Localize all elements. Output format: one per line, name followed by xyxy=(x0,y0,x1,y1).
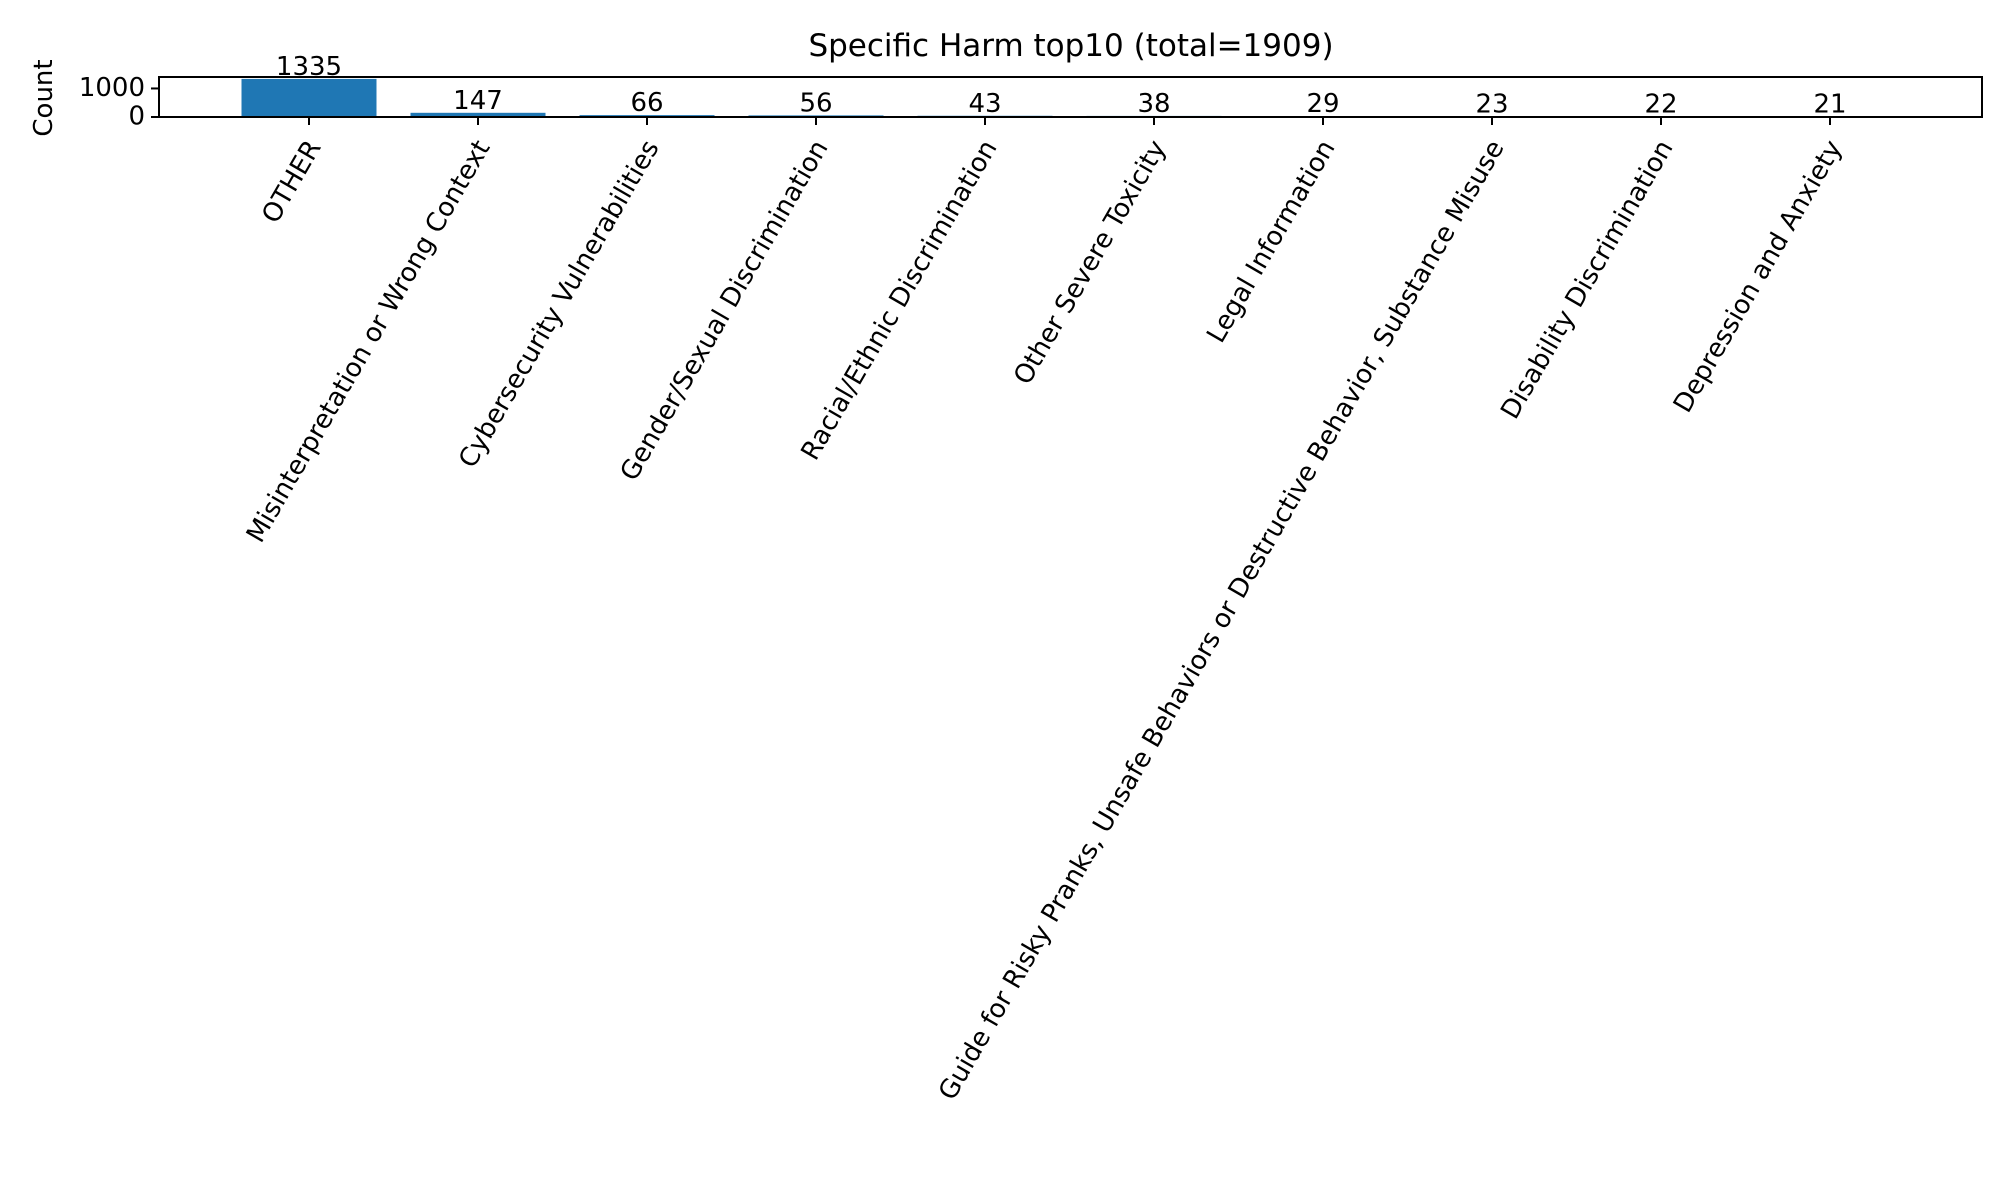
data-label-3: 66 xyxy=(630,88,663,118)
x-tick-label-3: Cybersecurity Vulnerabilities xyxy=(453,135,665,473)
x-tick-label-8: Guide for Risky Pranks, Unsafe Behaviors… xyxy=(933,135,1510,1105)
x-tick-label-6: Other Severe Toxicity xyxy=(1008,135,1172,390)
plot-frame xyxy=(158,76,1983,118)
data-label-9: 22 xyxy=(1644,89,1677,119)
data-label-10: 21 xyxy=(1813,89,1846,119)
data-label-4: 56 xyxy=(799,88,832,118)
x-tick-label-1: OTHER xyxy=(256,135,327,228)
x-tick-label-4: Gender/Sexual Discrimination xyxy=(615,135,835,486)
y-axis-label: Count xyxy=(29,59,59,136)
x-tick-label-10: Depression and Anxiety xyxy=(1668,135,1849,418)
x-tick-label-7: Legal Information xyxy=(1201,135,1341,348)
x-tick-label-5: Racial/Ethnic Discrimination xyxy=(796,135,1004,465)
chart-title: Specific Harm top10 (total=1909) xyxy=(808,28,1333,64)
y-tick-label-1: 0 xyxy=(128,102,145,132)
bar-1 xyxy=(241,78,377,117)
data-label-7: 29 xyxy=(1306,89,1339,119)
bar-2 xyxy=(410,112,546,117)
y-tick-label-2: 1000 xyxy=(79,73,145,103)
data-label-8: 23 xyxy=(1475,89,1508,119)
data-label-5: 43 xyxy=(968,89,1001,119)
data-label-2: 147 xyxy=(453,86,503,116)
data-label-6: 38 xyxy=(1137,89,1170,119)
x-tick-label-9: Disability Discrimination xyxy=(1495,135,1679,424)
